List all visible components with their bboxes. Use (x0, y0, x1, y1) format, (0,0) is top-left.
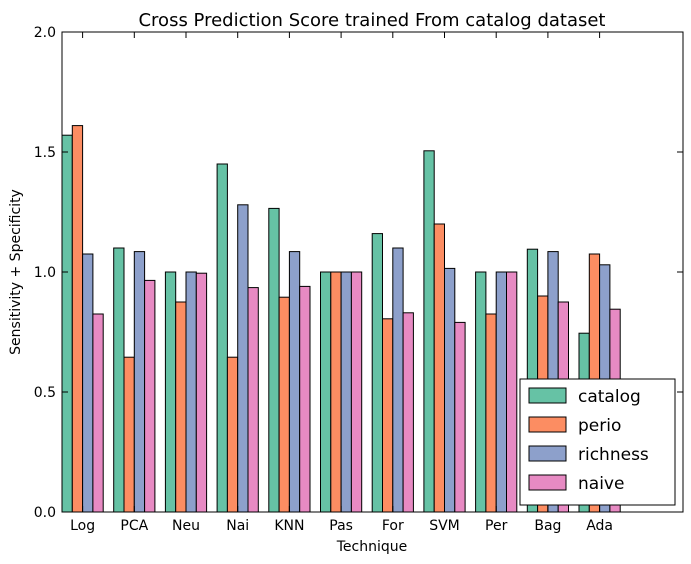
legend-label-richness: richness (578, 445, 649, 465)
bar-perio-knn (278, 296, 290, 513)
bar-richness-log (82, 253, 94, 513)
bar-richness-for (392, 247, 404, 513)
bar-catalog-pas (320, 271, 332, 513)
y-tick-label: 0.5 (34, 385, 56, 401)
bar-naive-pas (350, 271, 363, 513)
legend-label-perio: perio (578, 416, 621, 436)
bar-perio-neu (175, 301, 187, 513)
x-tick-label-for: For (382, 518, 404, 534)
bar-richness-per (495, 271, 508, 513)
bar-catalog-nai (216, 163, 228, 513)
bar-perio-pas (330, 271, 342, 513)
x-tick-label-pca: PCA (120, 518, 148, 534)
y-tick-label: 2.0 (34, 25, 56, 41)
bar-naive-pca (144, 279, 156, 513)
bar-perio-per (485, 313, 497, 513)
bar-catalog-pca (113, 247, 125, 513)
legend-swatch-catalog (528, 387, 567, 404)
x-tick-label-knn: KNN (274, 518, 304, 534)
bar-perio-nai (226, 356, 239, 513)
bar-catalog-knn (268, 207, 280, 513)
bar-naive-svm (454, 321, 466, 513)
y-tick-label: 0.0 (34, 505, 56, 521)
x-axis-ticks: Log PCA Neu Nai KNN Pas For SVM Per Bag Ada (70, 32, 613, 534)
x-tick-label-ada: Ada (586, 518, 613, 534)
legend-swatch-richness (528, 445, 567, 462)
bar-naive-nai (247, 287, 259, 513)
x-tick-label-log: Log (70, 518, 95, 534)
bar-richness-svm (444, 267, 456, 513)
bar-perio-log (71, 125, 84, 513)
y-axis-ticks: 0.0 0.5 1.0 1.5 2.0 (34, 25, 683, 521)
bar-naive-neu (195, 272, 208, 513)
x-axis-label: Technique (336, 539, 408, 555)
bar-catalog-for (371, 233, 384, 513)
x-tick-label-svm: SVM (429, 518, 460, 534)
bar-catalog-neu (164, 271, 177, 513)
bar-naive-for (402, 312, 414, 513)
bar-catalog-per (475, 271, 487, 513)
y-axis-label: Sensitivity + Specificity (8, 189, 24, 355)
bar-richness-pca (133, 251, 146, 513)
y-tick-label: 1.5 (34, 145, 56, 161)
bar-richness-knn (288, 251, 301, 513)
x-tick-label-bag: Bag (534, 518, 561, 534)
x-tick-label-per: Per (485, 518, 508, 534)
bar-perio-svm (433, 223, 446, 513)
bar-richness-nai (237, 204, 249, 513)
legend-swatch-naive (528, 474, 567, 491)
x-tick-label-neu: Neu (172, 518, 200, 534)
x-tick-label-pas: Pas (329, 518, 353, 534)
bar-perio-pca (123, 356, 135, 513)
bar-richness-neu (185, 271, 197, 513)
legend-label-naive: naive (578, 474, 624, 494)
chart-title: Cross Prediction Score trained From cata… (138, 10, 605, 31)
y-tick-label: 1.0 (34, 265, 56, 281)
legend-swatch-perio (528, 416, 567, 433)
bar-richness-pas (340, 271, 352, 513)
bar-perio-for (382, 318, 394, 513)
bar-naive-per (506, 271, 518, 513)
legend-label-catalog: catalog (578, 387, 641, 407)
bar-naive-knn (299, 285, 311, 513)
bar-naive-log (92, 313, 104, 513)
bar-catalog-log (61, 134, 73, 513)
x-tick-label-nai: Nai (226, 518, 249, 534)
legend: catalog perio richness naive (519, 378, 676, 506)
bar-catalog-svm (423, 150, 435, 513)
